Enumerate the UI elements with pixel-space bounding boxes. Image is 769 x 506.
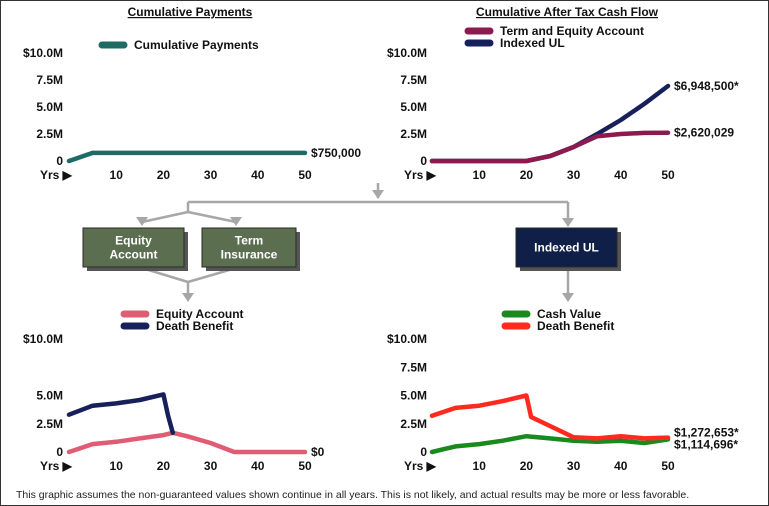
- equity-account-box-label: Equity: [115, 234, 152, 248]
- y-tick-label: 0: [420, 445, 427, 459]
- y-tick-label: $10.0M: [387, 332, 427, 346]
- y-tick-label: 7.5M: [400, 360, 427, 374]
- x-tick-label: 10: [473, 459, 487, 473]
- y-tick-label: $10.0M: [23, 46, 63, 60]
- x-tick-label: 40: [614, 168, 628, 182]
- series-line: [66, 430, 308, 455]
- y-tick-label: 5.0M: [36, 100, 63, 114]
- flow-arrowhead: [230, 217, 242, 226]
- y-tick-label: $10.0M: [387, 46, 427, 60]
- x-tick-label: 50: [298, 459, 312, 473]
- x-tick-label: 40: [614, 459, 628, 473]
- x-tick-label: 50: [661, 459, 675, 473]
- series-line: [429, 130, 671, 164]
- series-end-label: $6,948,500*: [674, 79, 739, 93]
- x-tick-label: 10: [473, 168, 487, 182]
- y-tick-label: 2.5M: [36, 127, 63, 141]
- term-insurance-box-label: Term: [235, 234, 263, 248]
- y-tick-label: 7.5M: [36, 73, 63, 87]
- x-axis-start-label: Yrs ▶: [404, 168, 437, 182]
- x-axis-start-label: Yrs ▶: [40, 168, 73, 182]
- series-end-label: $2,620,029: [674, 126, 734, 140]
- y-tick-label: 7.5M: [400, 73, 427, 87]
- series-line: [429, 393, 671, 441]
- x-tick-label: 40: [251, 459, 265, 473]
- y-tick-label: 0: [56, 154, 63, 168]
- flow-arrowhead: [562, 218, 574, 227]
- x-tick-label: 20: [157, 168, 171, 182]
- y-tick-label: 0: [420, 154, 427, 168]
- legend-label: Cash Value: [537, 307, 601, 321]
- series-end-label: $750,000: [311, 146, 361, 160]
- y-tick-label: 5.0M: [400, 389, 427, 403]
- series-line: [429, 433, 671, 455]
- y-tick-label: 2.5M: [400, 417, 427, 431]
- x-tick-label: 30: [567, 459, 581, 473]
- series-line: [66, 150, 308, 164]
- flow-connector: [187, 210, 237, 224]
- x-tick-label: 10: [110, 168, 124, 182]
- flow-arrowhead: [136, 217, 148, 226]
- x-tick-label: 50: [661, 168, 675, 182]
- series-end-label: $0: [311, 445, 325, 459]
- equity-account-box-label: Account: [110, 248, 158, 262]
- series-end-label: $1,114,696*: [674, 437, 738, 451]
- term-insurance-box-label: Insurance: [221, 248, 278, 262]
- chart-title: Cumulative Payments: [128, 5, 253, 19]
- x-tick-label: 50: [298, 168, 312, 182]
- legend-label: Death Benefit: [156, 319, 233, 333]
- x-tick-label: 20: [520, 168, 534, 182]
- legend-label: Equity Account: [156, 307, 244, 321]
- x-tick-label: 30: [204, 168, 218, 182]
- x-axis-start-label: Yrs ▶: [404, 459, 437, 473]
- legend-label: Death Benefit: [537, 319, 614, 333]
- x-tick-label: 40: [251, 168, 265, 182]
- x-tick-label: 30: [567, 168, 581, 182]
- legend-label: Term and Equity Account: [500, 24, 644, 38]
- x-tick-label: 20: [520, 459, 534, 473]
- flow-connector: [141, 210, 189, 224]
- y-tick-label: 5.0M: [36, 389, 63, 403]
- legend-label: Cumulative Payments: [134, 38, 259, 52]
- y-tick-label: 0: [56, 445, 63, 459]
- x-tick-label: 10: [110, 459, 124, 473]
- chart-title: Cumulative After Tax Cash Flow: [476, 5, 659, 19]
- y-tick-label: $10.0M: [23, 332, 63, 346]
- x-tick-label: 20: [157, 459, 171, 473]
- x-axis-start-label: Yrs ▶: [40, 459, 73, 473]
- term-insurance-box: [201, 227, 297, 268]
- series-end-label: $1,272,653*: [674, 426, 739, 440]
- y-tick-label: 2.5M: [400, 127, 427, 141]
- y-tick-label: 2.5M: [36, 417, 63, 431]
- footnote: This graphic assumes the non-guaranteed …: [16, 489, 690, 501]
- series-line: [66, 392, 176, 436]
- x-tick-label: 30: [204, 459, 218, 473]
- legend-label: Indexed UL: [500, 36, 565, 50]
- indexed-ul-box: [515, 227, 618, 268]
- y-tick-label: 5.0M: [400, 100, 427, 114]
- flow-arrowhead: [372, 190, 384, 199]
- flow-arrowhead: [562, 293, 574, 302]
- indexed-ul-box-label: Indexed UL: [534, 241, 599, 255]
- equity-account-box: [82, 227, 185, 268]
- flow-arrowhead: [182, 293, 194, 302]
- series-line: [429, 83, 671, 164]
